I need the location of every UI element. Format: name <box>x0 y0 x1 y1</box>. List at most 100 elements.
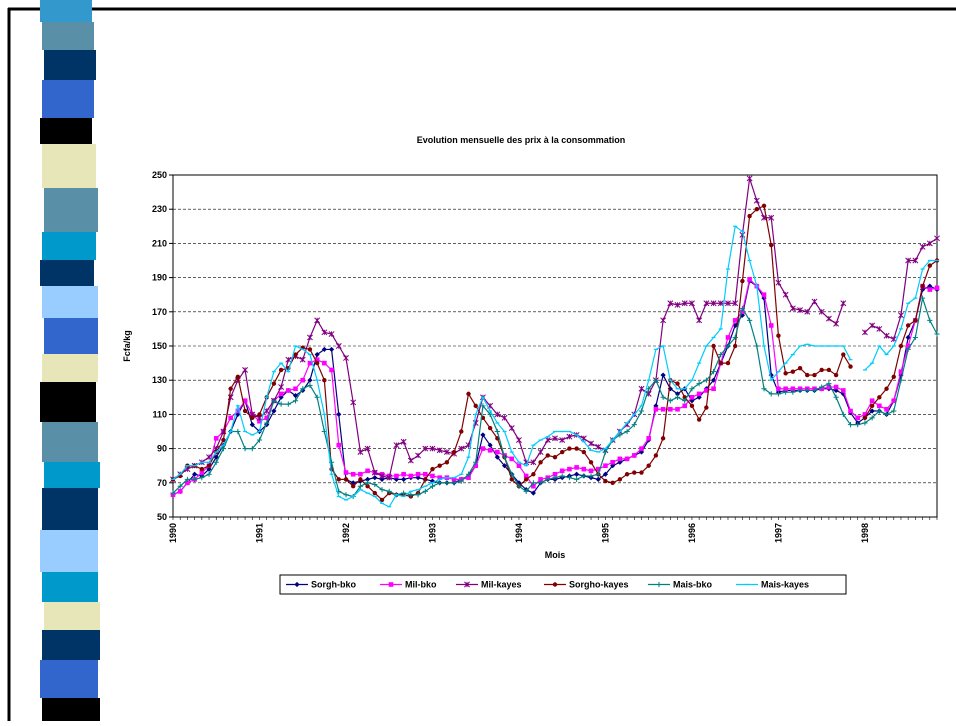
point <box>430 474 435 479</box>
point <box>762 204 766 208</box>
point <box>228 387 232 391</box>
point <box>423 477 427 481</box>
point <box>257 412 261 416</box>
point <box>675 407 680 412</box>
point <box>870 398 875 403</box>
point <box>884 407 889 412</box>
point <box>236 375 240 379</box>
point <box>279 392 284 397</box>
y-tick-label: 90 <box>157 444 167 454</box>
point <box>733 318 738 323</box>
point <box>827 368 831 372</box>
point <box>747 277 752 282</box>
x-tick-label: 1995 <box>600 523 610 543</box>
point <box>884 387 888 391</box>
point <box>567 446 571 450</box>
y-tick-label: 50 <box>157 512 167 522</box>
point <box>300 378 305 383</box>
point <box>769 243 773 247</box>
point <box>358 472 363 477</box>
point <box>697 392 702 397</box>
point <box>661 407 666 412</box>
point <box>783 371 787 375</box>
point <box>286 388 291 393</box>
point <box>409 474 414 479</box>
legend-label: Mais-bko <box>673 580 713 590</box>
chart-title: Evolution mensuelle des prix à la consom… <box>417 135 626 145</box>
point <box>755 207 759 211</box>
point <box>365 469 370 474</box>
point <box>200 467 204 471</box>
point <box>344 477 348 481</box>
point <box>279 368 283 372</box>
point <box>351 484 355 488</box>
point <box>654 407 659 412</box>
point <box>445 460 449 464</box>
x-tick-label: 1991 <box>254 523 264 543</box>
point <box>625 472 629 476</box>
point <box>207 464 211 468</box>
point <box>214 436 219 441</box>
point <box>690 395 695 400</box>
point <box>920 284 924 288</box>
point <box>697 417 701 421</box>
point <box>488 426 492 430</box>
point <box>848 409 853 414</box>
point <box>704 405 708 409</box>
point <box>610 460 615 465</box>
legend-label: Sorgh-bko <box>311 580 356 590</box>
point <box>841 388 846 393</box>
point <box>459 429 463 433</box>
point <box>452 450 456 454</box>
point <box>344 470 349 475</box>
point <box>654 453 658 457</box>
point <box>740 279 744 283</box>
point <box>560 450 564 454</box>
point <box>625 457 630 462</box>
point <box>776 334 780 338</box>
point <box>430 467 434 471</box>
point <box>178 489 183 494</box>
point <box>618 477 622 481</box>
point <box>423 472 428 477</box>
point <box>632 470 636 474</box>
x-tick-label: 1992 <box>341 523 351 543</box>
point <box>293 386 298 391</box>
point <box>661 436 665 440</box>
point <box>538 460 542 464</box>
x-axis-label: Mois <box>545 550 566 560</box>
point <box>646 436 651 441</box>
legend-label: Mil-bko <box>405 580 437 590</box>
point <box>726 361 730 365</box>
point <box>892 375 896 379</box>
point <box>589 469 594 474</box>
point <box>337 477 341 481</box>
point <box>769 323 774 328</box>
point <box>646 464 650 468</box>
point <box>913 318 917 322</box>
point <box>812 373 816 377</box>
x-tick-label: 1998 <box>860 523 870 543</box>
point <box>841 352 845 356</box>
point <box>351 472 356 477</box>
y-tick-label: 230 <box>152 204 167 214</box>
point <box>798 366 802 370</box>
point <box>582 450 586 454</box>
point <box>553 455 557 459</box>
point <box>582 467 587 472</box>
point <box>416 472 421 477</box>
y-tick-label: 190 <box>152 273 167 283</box>
point <box>603 479 607 483</box>
y-tick-label: 210 <box>152 238 167 248</box>
legend-label: Mais-kayes <box>761 580 809 590</box>
point <box>394 474 399 479</box>
point <box>682 404 687 409</box>
point <box>228 416 233 421</box>
point <box>315 361 319 365</box>
point <box>639 446 644 451</box>
y-tick-label: 110 <box>152 409 167 419</box>
point <box>509 457 514 462</box>
point <box>668 407 673 412</box>
point <box>928 263 932 267</box>
point <box>877 395 881 399</box>
